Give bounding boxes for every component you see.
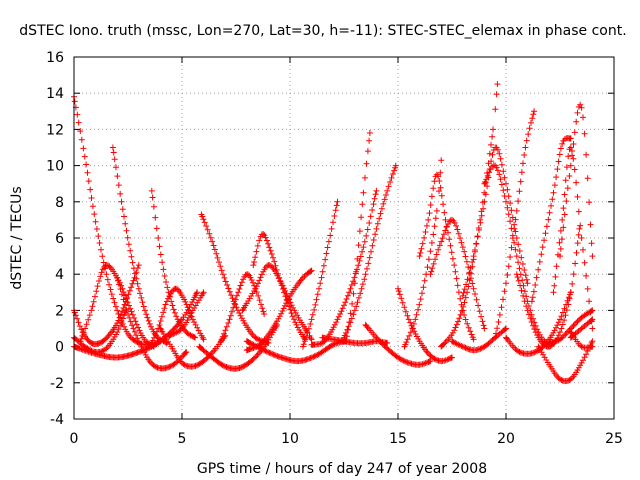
x-tick-label: 25 bbox=[605, 431, 623, 447]
series-arc bbox=[395, 285, 455, 365]
grid bbox=[74, 57, 614, 419]
data-points bbox=[243, 267, 315, 354]
data-points bbox=[459, 144, 531, 299]
y-tick-label: -2 bbox=[50, 376, 64, 392]
series-arc bbox=[557, 101, 596, 260]
x-tick-label: 20 bbox=[497, 431, 515, 447]
series-arc bbox=[77, 262, 157, 350]
data-points bbox=[308, 187, 380, 348]
series-arc bbox=[449, 325, 509, 354]
series-arc bbox=[503, 289, 574, 357]
data-points bbox=[550, 144, 596, 332]
series-arc bbox=[550, 144, 596, 332]
data-points bbox=[362, 321, 434, 368]
series-arc bbox=[535, 338, 596, 385]
y-tick-label: 12 bbox=[46, 122, 64, 138]
data-points bbox=[557, 101, 596, 260]
data-points bbox=[513, 225, 583, 350]
data-points bbox=[300, 198, 341, 350]
data-points bbox=[438, 81, 501, 350]
series-arc bbox=[492, 108, 538, 341]
plot-area bbox=[71, 81, 596, 385]
plot-frame bbox=[73, 56, 615, 420]
x-tick-label: 0 bbox=[70, 431, 79, 447]
series-arc bbox=[567, 316, 596, 341]
data-points bbox=[77, 262, 157, 350]
y-tick-label: 2 bbox=[55, 303, 64, 319]
x-tick-label: 15 bbox=[389, 431, 407, 447]
y-tick-label: 16 bbox=[46, 50, 64, 66]
data-points bbox=[148, 187, 198, 341]
data-points bbox=[546, 307, 596, 346]
axis-ticks: 0 5 10 15 20 25 -4 -2 0 2 4 6 8 10 12 14 16 bbox=[46, 50, 623, 447]
data-points bbox=[341, 162, 399, 341]
data-points bbox=[492, 108, 538, 341]
data-points bbox=[416, 171, 477, 343]
data-points bbox=[146, 285, 207, 350]
data-points bbox=[528, 135, 574, 305]
x-tick-label: 5 bbox=[178, 431, 187, 447]
y-tick-label: 8 bbox=[55, 195, 64, 211]
data-points bbox=[166, 289, 207, 339]
series-arc bbox=[528, 135, 574, 305]
series-arc bbox=[71, 93, 164, 348]
data-points bbox=[343, 130, 373, 345]
series-arc bbox=[362, 321, 434, 368]
series-arc bbox=[438, 81, 501, 350]
data-points bbox=[71, 93, 164, 348]
series-arc bbox=[427, 216, 488, 332]
x-tick-label: 10 bbox=[281, 431, 299, 447]
data-points bbox=[401, 157, 445, 350]
data-points bbox=[503, 289, 574, 357]
series-arc bbox=[243, 267, 315, 354]
y-tick-label: 10 bbox=[46, 159, 64, 175]
series-arc bbox=[148, 187, 198, 341]
y-tick-label: 4 bbox=[55, 267, 64, 283]
y-axis-label: dSTEC / TECUs bbox=[9, 186, 25, 289]
data-points bbox=[449, 325, 509, 354]
series-arc bbox=[343, 130, 373, 345]
data-points bbox=[567, 316, 596, 341]
data-points bbox=[395, 285, 455, 365]
series-arc bbox=[157, 325, 229, 370]
series-arc bbox=[459, 144, 531, 299]
series-arc bbox=[308, 187, 380, 348]
y-tick-label: 0 bbox=[55, 340, 64, 356]
y-tick-label: -4 bbox=[50, 412, 64, 428]
series-arc bbox=[166, 289, 207, 339]
y-tick-label: 14 bbox=[46, 86, 64, 102]
series-arc bbox=[300, 198, 341, 350]
data-points bbox=[109, 144, 170, 346]
x-axis-label: GPS time / hours of day 247 of year 2008 bbox=[197, 461, 487, 477]
data-points bbox=[535, 338, 596, 385]
series-arc bbox=[416, 171, 477, 343]
data-points bbox=[427, 216, 488, 332]
chart-title: dSTEC Iono. truth (mssc, Lon=270, Lat=30… bbox=[19, 23, 626, 39]
series-arc bbox=[401, 157, 445, 350]
series-arc bbox=[146, 285, 207, 350]
y-tick-label: 6 bbox=[55, 231, 64, 247]
series-arc bbox=[109, 144, 170, 346]
series-arc bbox=[546, 307, 596, 346]
series-arc bbox=[513, 225, 583, 350]
data-points bbox=[157, 325, 229, 370]
series-arc bbox=[341, 162, 399, 341]
